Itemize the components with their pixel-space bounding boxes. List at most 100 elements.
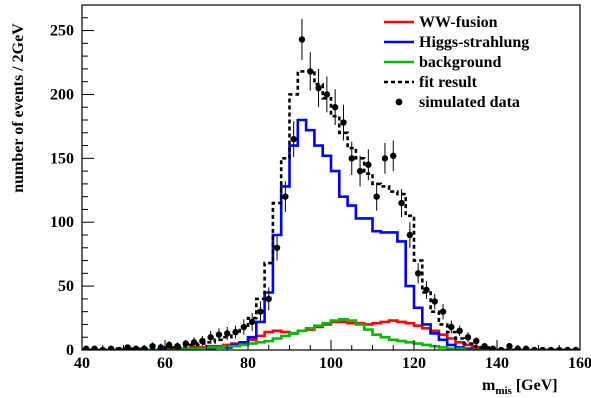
y-tick-label: 200 bbox=[50, 86, 74, 103]
data-marker bbox=[315, 84, 322, 92]
data-points-layer bbox=[82, 19, 580, 350]
data-point bbox=[497, 346, 505, 350]
data-marker bbox=[473, 337, 480, 345]
data-point bbox=[531, 346, 538, 350]
data-marker bbox=[307, 68, 314, 75]
data-point bbox=[564, 346, 571, 350]
data-marker bbox=[539, 346, 546, 350]
data-marker bbox=[406, 231, 414, 239]
data-point bbox=[365, 149, 372, 181]
data-point bbox=[473, 337, 480, 345]
data-point bbox=[431, 293, 438, 310]
data-point bbox=[149, 342, 156, 350]
data-marker bbox=[373, 193, 380, 200]
data-marker bbox=[481, 342, 488, 350]
data-marker bbox=[497, 346, 505, 350]
legend-label: simulated data bbox=[419, 94, 520, 111]
data-marker bbox=[564, 346, 571, 350]
data-point bbox=[298, 19, 306, 60]
data-marker bbox=[91, 345, 98, 350]
data-point bbox=[423, 281, 430, 299]
data-marker bbox=[340, 119, 347, 126]
data-point bbox=[414, 263, 422, 284]
legend-marker bbox=[395, 98, 403, 106]
series-fit-result bbox=[82, 70, 580, 350]
data-marker bbox=[489, 345, 497, 350]
data-point bbox=[390, 140, 397, 172]
data-point bbox=[381, 143, 389, 174]
x-tick-label: 60 bbox=[157, 355, 173, 372]
legend-label: Higgs-strahlung bbox=[419, 34, 529, 51]
data-marker bbox=[107, 345, 115, 350]
data-marker bbox=[298, 36, 306, 43]
x-axis-title-main: m bbox=[482, 377, 496, 394]
y-tick-label: 0 bbox=[66, 342, 74, 359]
data-marker bbox=[116, 346, 123, 350]
data-point bbox=[439, 304, 447, 320]
data-point bbox=[331, 89, 339, 126]
data-marker bbox=[182, 340, 189, 347]
data-point bbox=[340, 104, 347, 141]
x-axis-title-unit: [GeV] bbox=[512, 377, 558, 394]
x-tick-label: 160 bbox=[568, 355, 591, 372]
data-point bbox=[282, 181, 289, 212]
data-point bbox=[572, 346, 580, 350]
series-background bbox=[82, 318, 580, 350]
data-point bbox=[257, 301, 264, 322]
data-marker bbox=[149, 342, 156, 350]
data-point bbox=[107, 345, 115, 350]
data-point bbox=[506, 342, 513, 350]
data-point bbox=[265, 287, 272, 311]
x-tick-label: 80 bbox=[240, 355, 256, 372]
data-marker bbox=[464, 334, 472, 341]
legend-item: Higgs-strahlung bbox=[384, 34, 529, 51]
data-point bbox=[82, 345, 90, 350]
data-marker bbox=[356, 167, 364, 175]
data-marker bbox=[273, 244, 281, 251]
y-tick-label: 150 bbox=[50, 150, 74, 167]
x-axis-title: mmis [GeV] bbox=[482, 377, 558, 397]
data-point bbox=[91, 345, 98, 350]
data-point bbox=[290, 121, 297, 158]
data-point bbox=[207, 330, 214, 344]
data-point bbox=[174, 342, 181, 350]
legend-item: simulated data bbox=[395, 94, 520, 111]
data-point bbox=[307, 52, 314, 91]
data-point bbox=[323, 76, 331, 113]
legend-label: fit result bbox=[419, 74, 478, 91]
data-point bbox=[165, 341, 173, 349]
data-marker bbox=[282, 193, 289, 200]
legend-item: background bbox=[384, 54, 502, 71]
data-marker bbox=[207, 334, 214, 341]
x-tick-label: 120 bbox=[402, 355, 426, 372]
data-marker bbox=[531, 346, 538, 350]
data-point bbox=[273, 235, 281, 261]
y-axis-title: number of events / 2GeV bbox=[10, 23, 27, 193]
data-marker bbox=[414, 270, 422, 277]
data-marker bbox=[506, 342, 513, 350]
data-marker bbox=[381, 155, 389, 162]
data-point bbox=[398, 189, 405, 218]
legend-label: WW-fusion bbox=[419, 14, 498, 31]
data-point bbox=[116, 346, 123, 350]
data-marker bbox=[448, 323, 455, 331]
data-marker bbox=[431, 298, 438, 305]
data-point bbox=[232, 325, 239, 339]
data-marker bbox=[398, 199, 405, 207]
data-point bbox=[348, 141, 355, 175]
legend-label: background bbox=[419, 54, 502, 71]
data-marker bbox=[390, 152, 397, 159]
data-marker bbox=[157, 344, 165, 350]
series-layer bbox=[82, 70, 580, 350]
data-marker bbox=[265, 295, 272, 303]
y-tick-label: 50 bbox=[58, 278, 74, 295]
data-point bbox=[315, 68, 322, 108]
legend-item: WW-fusion bbox=[384, 14, 498, 31]
data-point bbox=[199, 335, 206, 347]
data-marker bbox=[248, 318, 256, 326]
data-point bbox=[481, 342, 488, 350]
data-point bbox=[522, 345, 530, 350]
x-tick-label: 140 bbox=[485, 355, 509, 372]
data-marker bbox=[290, 135, 297, 143]
